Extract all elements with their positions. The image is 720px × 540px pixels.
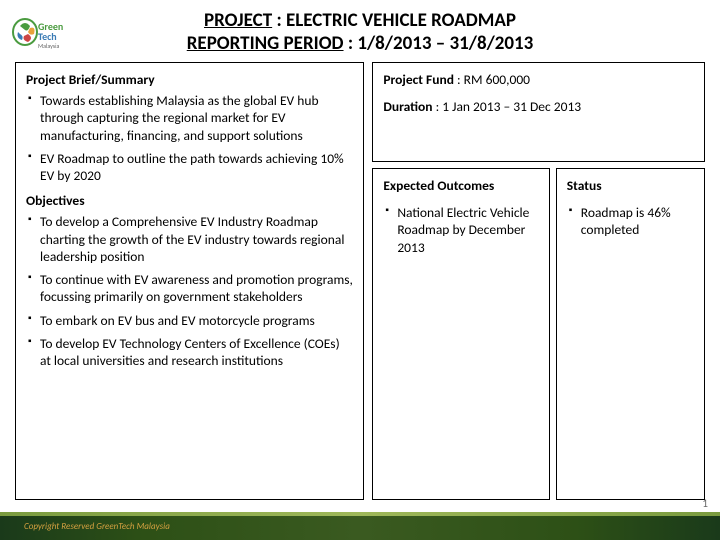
list-item: Towards establishing Malaysia as the glo… (26, 92, 353, 144)
content-area: Project Brief/Summary Towards establishi… (15, 62, 705, 500)
outcomes-title: Expected Outcomes (383, 177, 538, 194)
period-value: : 1/8/2013 – 31/8/2013 (348, 32, 533, 55)
objectives-title: Objectives (26, 192, 353, 209)
objectives-list: To develop a Comprehensive EV Industry R… (26, 213, 353, 369)
period-label: REPORTING PERIOD (187, 32, 344, 55)
fund-value: : RM 600,000 (457, 71, 530, 88)
brief-list: Towards establishing Malaysia as the glo… (26, 92, 353, 184)
status-box: Status Roadmap is 46% completed (556, 168, 705, 500)
copyright-text: Copyright Reserved GreenTech Malaysia (24, 521, 170, 532)
project-brief-box: Project Brief/Summary Towards establishi… (15, 62, 364, 500)
outcomes-box: Expected Outcomes National Electric Vehi… (372, 168, 549, 500)
project-label: PROJECT (204, 9, 272, 32)
list-item: To develop a Comprehensive EV Industry R… (26, 213, 353, 265)
brief-title: Project Brief/Summary (26, 71, 353, 88)
duration-value: : 1 Jan 2013 – 31 Dec 2013 (436, 98, 582, 115)
slide-header: PROJECT : ELECTRIC VEHICLE ROADMAP REPOR… (0, 10, 720, 56)
list-item: To develop EV Technology Centers of Exce… (26, 335, 353, 370)
list-item: To embark on EV bus and EV motorcycle pr… (26, 312, 353, 329)
list-item: National Electric Vehicle Roadmap by Dec… (383, 204, 538, 256)
outcomes-list: National Electric Vehicle Roadmap by Dec… (383, 204, 538, 256)
footer: Copyright Reserved GreenTech Malaysia (0, 512, 720, 540)
list-item: To continue with EV awareness and promot… (26, 271, 353, 306)
status-list: Roadmap is 46% completed (567, 204, 694, 239)
duration-label: Duration (383, 98, 432, 115)
page-number: 1 (702, 497, 708, 510)
fund-label: Project Fund (383, 71, 454, 88)
project-value: : ELECTRIC VEHICLE ROADMAP (276, 9, 516, 32)
list-item: EV Roadmap to outline the path towards a… (26, 150, 353, 185)
list-item: Roadmap is 46% completed (567, 204, 694, 239)
fund-box: Project Fund : RM 600,000 Duration : 1 J… (372, 62, 705, 162)
status-title: Status (567, 177, 694, 194)
